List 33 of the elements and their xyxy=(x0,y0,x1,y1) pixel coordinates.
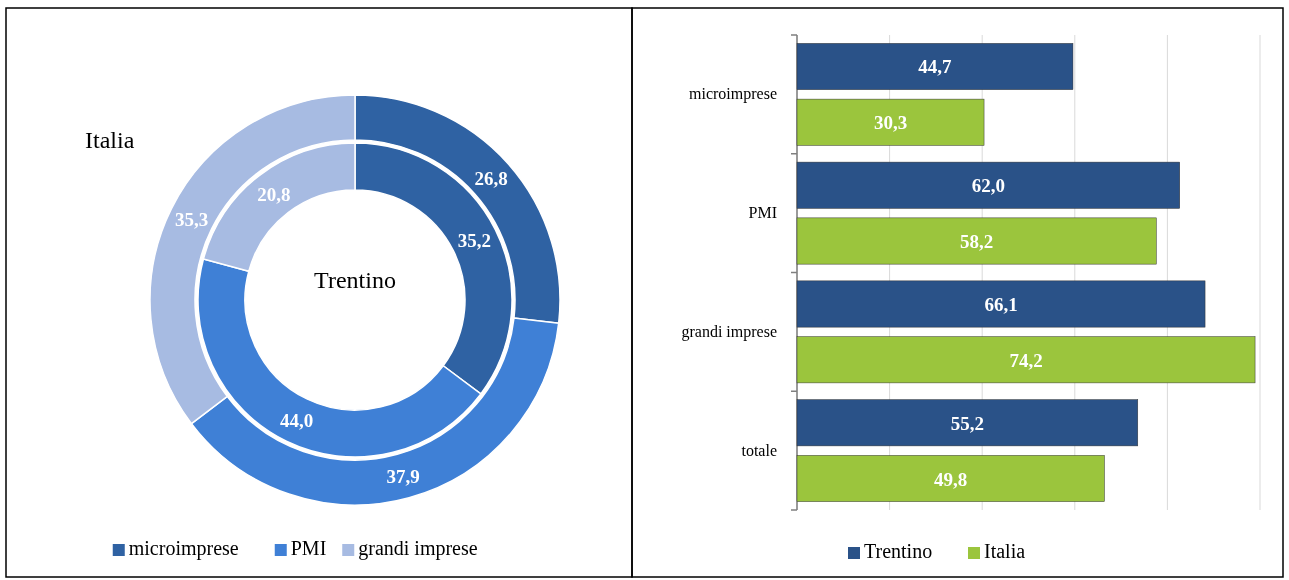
bar xyxy=(796,399,1139,447)
legend-label: Trentino xyxy=(864,540,933,562)
data-label: 74,2 xyxy=(1009,349,1043,371)
bar xyxy=(796,98,985,146)
data-label: 20,8 xyxy=(257,184,291,205)
y-tick-label: microimprese xyxy=(689,85,777,104)
data-label: 44,7 xyxy=(918,56,953,78)
data-label: 49,8 xyxy=(934,468,968,490)
y-tick-label: PMI xyxy=(748,204,777,222)
y-tick-label: grandi imprese xyxy=(681,322,777,341)
legend-label: Italia xyxy=(984,540,1026,562)
legend-label: PMI xyxy=(290,537,327,559)
legend-label: microimprese xyxy=(128,537,239,560)
bar xyxy=(796,161,1180,209)
data-label: 62,0 xyxy=(971,175,1005,197)
data-label: 30,3 xyxy=(873,112,908,134)
data-label: 58,2 xyxy=(960,231,994,252)
bar xyxy=(796,43,1074,90)
y-tick-label: totale xyxy=(741,441,777,459)
bar xyxy=(796,280,1206,328)
bar xyxy=(796,455,1105,502)
slice-label: Italia xyxy=(85,127,135,153)
data-label: 66,1 xyxy=(984,294,1018,315)
legend-label: grandi imprese xyxy=(358,537,478,560)
slice-label: Trentino xyxy=(314,267,396,293)
data-label: 26,8 xyxy=(474,168,508,190)
data-label: 35,2 xyxy=(457,230,491,252)
data-label: 35,3 xyxy=(174,208,209,230)
data-label: 44,0 xyxy=(280,410,314,432)
data-label: 37,9 xyxy=(386,466,420,488)
bar xyxy=(796,217,1157,265)
bar xyxy=(796,336,1256,384)
data-label: 55,2 xyxy=(950,412,985,434)
